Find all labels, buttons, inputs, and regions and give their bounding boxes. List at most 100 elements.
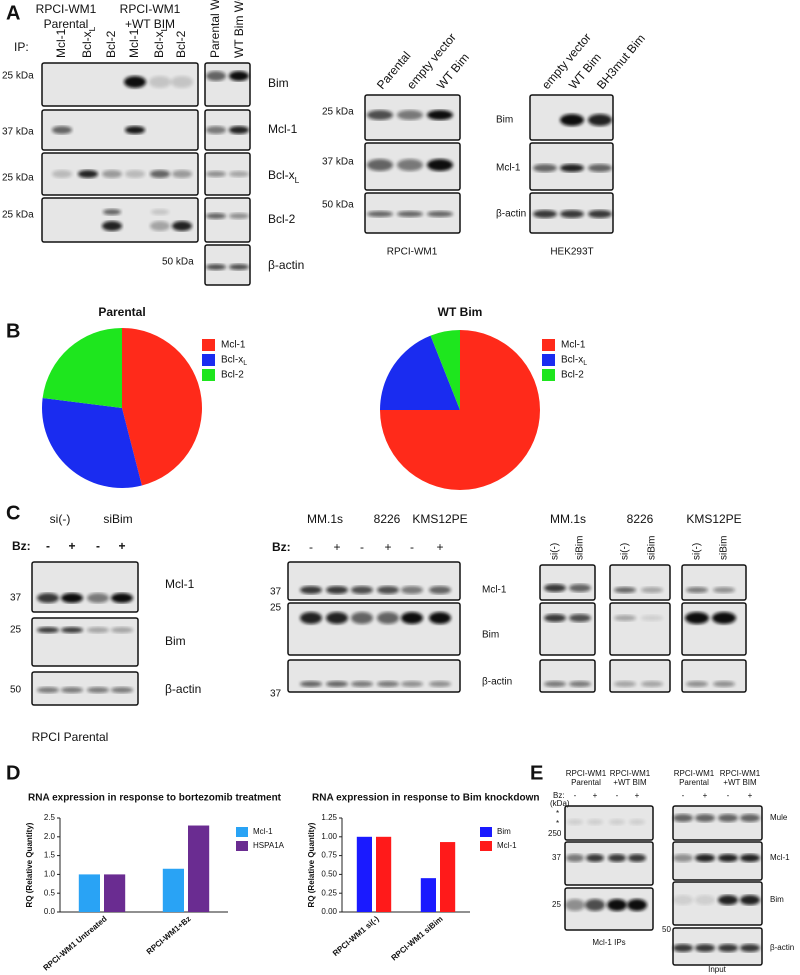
blot-band	[37, 593, 59, 603]
bz-label: Bz:	[272, 540, 291, 554]
blot-band	[673, 854, 693, 862]
lane-label: siBim	[575, 536, 586, 560]
blot-band	[111, 593, 133, 603]
legend-swatch	[202, 339, 215, 351]
blot-band	[533, 210, 557, 218]
blot-band	[401, 612, 423, 624]
bar	[356, 836, 372, 912]
blot-band	[566, 854, 584, 862]
blot	[287, 602, 461, 656]
y-tick-label: 0.75	[321, 851, 337, 860]
blot-band	[300, 612, 322, 624]
blot-band	[673, 944, 693, 952]
lane-label: -	[410, 540, 414, 554]
blot	[681, 602, 747, 656]
blot-band	[713, 681, 735, 687]
blot-band	[565, 899, 585, 911]
group-label: MM.1s	[550, 512, 586, 526]
row-label: Mcl-1	[165, 577, 195, 591]
ip-label: IP:	[14, 40, 29, 54]
group-label: siBim	[103, 512, 132, 526]
lane-label: +	[384, 540, 391, 554]
blot-band	[740, 854, 760, 862]
blot-band	[401, 681, 423, 687]
bar	[162, 868, 184, 912]
lane-label: +	[436, 540, 443, 554]
bar	[78, 874, 100, 912]
legend-swatch	[542, 354, 555, 366]
blot-band	[61, 627, 83, 633]
legend-swatch	[542, 369, 555, 381]
blot-band	[686, 681, 708, 687]
group-label: RPCI-WM1	[610, 769, 651, 778]
blot-band	[641, 615, 663, 621]
group-label: MM.1s	[307, 512, 343, 526]
mw-marker: 37 kDa	[2, 127, 34, 138]
asterisk: *	[556, 809, 559, 818]
legend-label: Mcl-1	[253, 827, 273, 836]
lane-label: Bcl-2	[104, 30, 118, 58]
group-label: RPCI-WM1	[566, 769, 607, 778]
legend-label: Mcl-1	[221, 340, 246, 351]
blot	[287, 659, 461, 693]
bar	[188, 825, 210, 912]
mw-marker: 25 kDa	[2, 173, 34, 184]
blot-band	[52, 170, 72, 178]
blot-band	[229, 171, 249, 177]
lane-label: +	[118, 539, 125, 553]
group-label: +WT BIM	[613, 778, 647, 787]
blot-band	[713, 587, 735, 593]
blot-band	[367, 211, 393, 217]
row-label: Mule	[770, 813, 788, 822]
y-tick-label: 1.25	[321, 813, 337, 822]
blot-band	[37, 627, 59, 633]
mw-marker: 25 kDa	[2, 210, 34, 221]
blot	[681, 659, 747, 693]
blot	[564, 841, 654, 886]
row-label: Bim	[496, 115, 513, 126]
y-tick-label: 0.50	[321, 870, 337, 879]
group-label: 8226	[627, 512, 654, 526]
mw-marker: 50 kDa	[322, 200, 354, 211]
blot-band	[111, 627, 133, 633]
blot	[564, 887, 654, 931]
blot-band	[351, 612, 373, 624]
blot-band	[103, 209, 121, 215]
blot	[672, 805, 763, 841]
legend-swatch	[542, 339, 555, 351]
row-label: β-actin	[268, 258, 304, 272]
lane-label: -	[682, 791, 685, 800]
legend-label: Bcl-2	[561, 370, 584, 381]
mw-marker: 50	[10, 685, 22, 696]
row-label: Bcl-2	[268, 212, 296, 226]
blot-band	[229, 264, 249, 270]
caption: RPCI Parental	[32, 730, 109, 744]
blot-band	[627, 899, 647, 911]
blot-band	[351, 586, 373, 594]
lane-label: Mcl-1	[127, 28, 141, 58]
blot-band	[695, 944, 715, 952]
blot-band	[718, 814, 738, 822]
row-label: Bim	[770, 895, 784, 904]
blot-band	[609, 819, 625, 825]
blot-band	[614, 681, 636, 687]
blot-band	[61, 593, 83, 603]
blot-band	[229, 71, 249, 81]
panel-letter: C	[6, 502, 20, 524]
mw-marker: 25 kDa	[322, 107, 354, 118]
group-label: Parental	[571, 778, 601, 787]
row-label: Mcl-1	[770, 853, 790, 862]
mw-marker: 250	[548, 829, 562, 838]
blot-band	[78, 170, 98, 178]
blot-band	[569, 614, 591, 622]
lane-label: -	[360, 540, 364, 554]
blot-band	[300, 681, 322, 687]
blot-band	[560, 164, 584, 172]
blot-band	[429, 586, 451, 594]
panel-letter: A	[6, 2, 20, 24]
blot-band	[206, 213, 226, 219]
lane-label: si(-)	[620, 543, 631, 560]
group-label: +WT BIM	[125, 17, 175, 31]
chart-title: RNA expression in response to bortezomib…	[28, 793, 282, 804]
